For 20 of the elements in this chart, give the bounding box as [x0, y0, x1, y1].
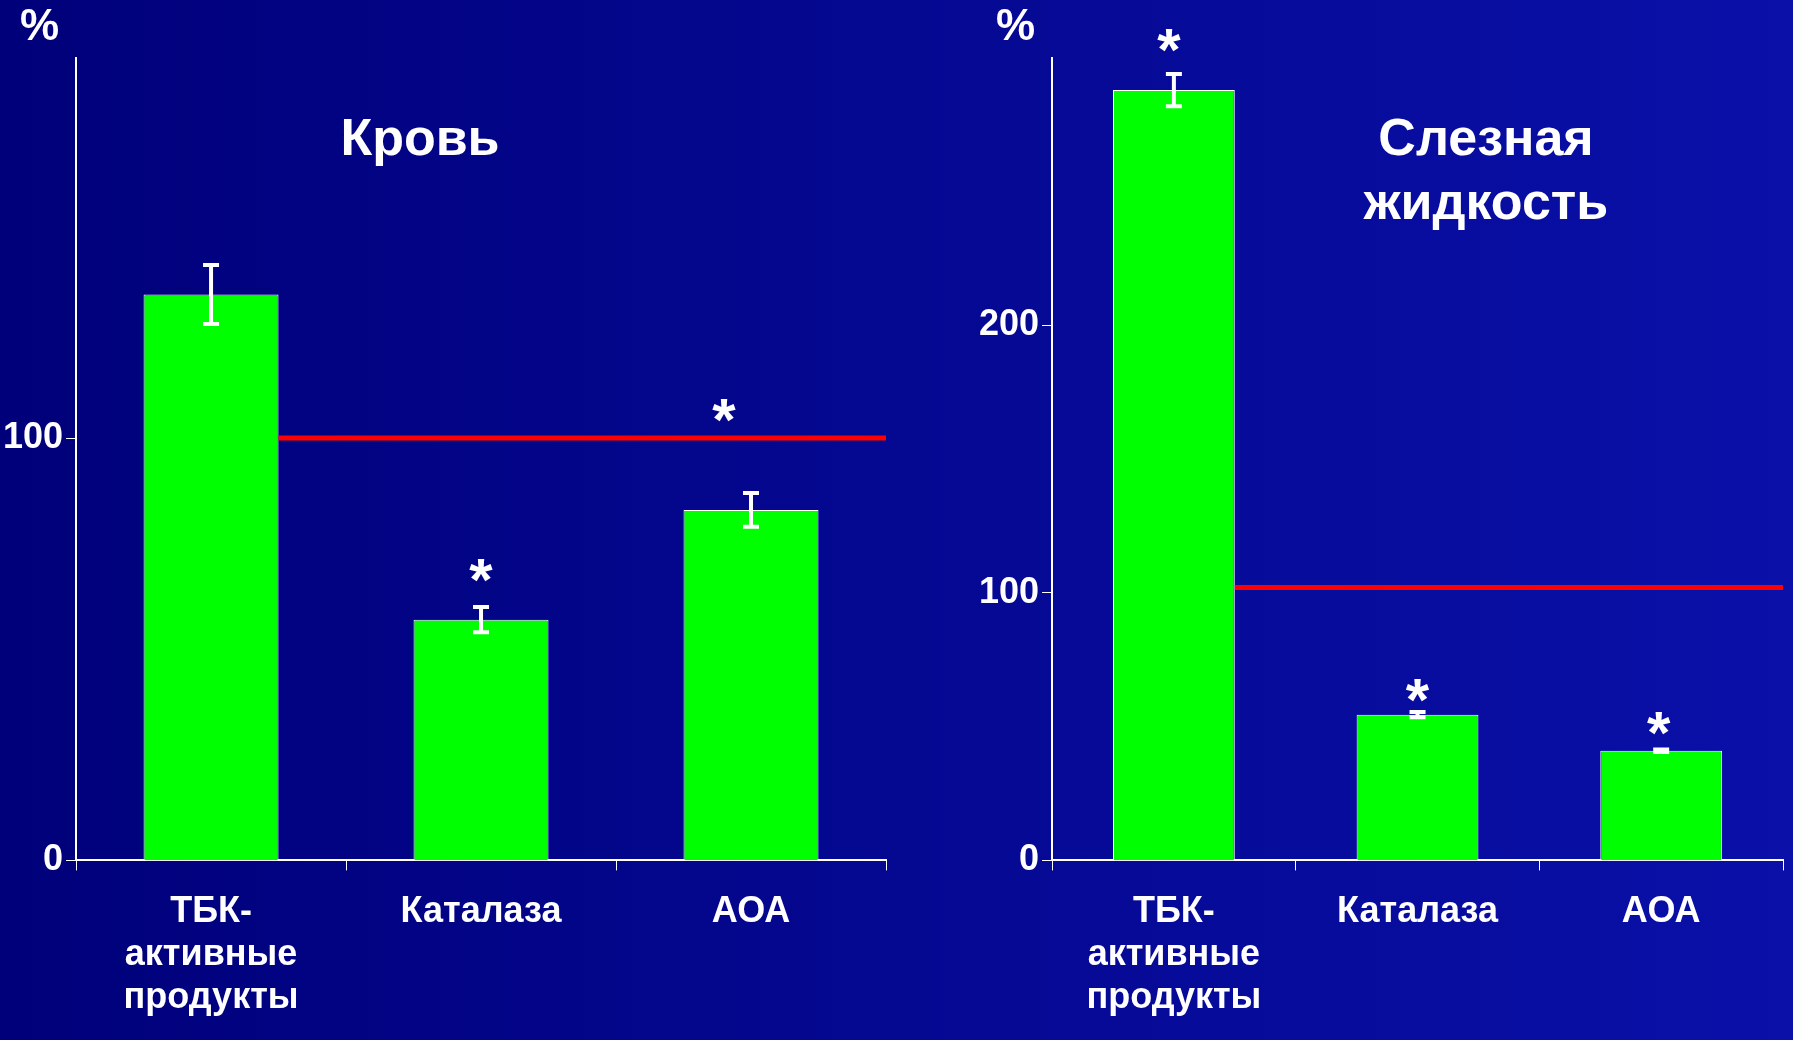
annotation: * [1157, 16, 1182, 84]
text: Кровь [339, 107, 501, 168]
x-tick-label: ТБК-активные продукты [1086, 888, 1262, 1017]
annotation: * [1405, 666, 1430, 734]
annotation: * [712, 385, 737, 453]
x-tick-label: Каталаза [1337, 888, 1499, 930]
text: Слезная жидкость [1362, 107, 1610, 232]
x-tick-label: АОА [711, 888, 791, 930]
y-axis-title: % [20, 0, 60, 50]
annotation: * [469, 546, 494, 614]
y-tick-label: 200 [978, 302, 1040, 344]
y-axis-title: % [996, 0, 1036, 50]
y-tick-label: 0 [43, 837, 64, 879]
x-tick-label: ТБК-активные продукты [123, 888, 299, 1017]
annotation: * [1647, 698, 1672, 766]
y-tick-label: 100 [978, 569, 1040, 611]
y-tick-label: 0 [1019, 837, 1040, 879]
x-tick-label: АОА [1621, 888, 1701, 930]
x-tick-label: Каталаза [400, 888, 563, 930]
y-tick-label: 100 [2, 415, 64, 457]
